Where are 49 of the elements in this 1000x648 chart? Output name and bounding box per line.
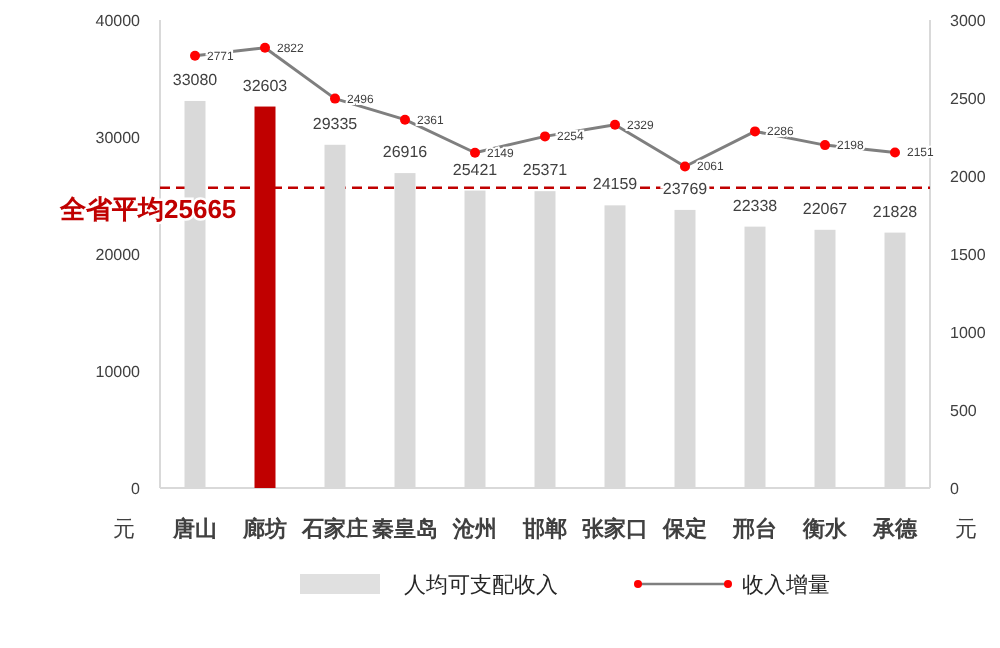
data-label: 23769: [662, 179, 709, 198]
y2-tick-label: 0: [950, 480, 960, 498]
legend-label: 收入增量: [742, 572, 830, 598]
point: [190, 50, 200, 61]
point: [260, 42, 270, 53]
point: [610, 119, 620, 130]
x-tick-label: 衡水: [801, 516, 849, 542]
x-tick-label: 张家口: [582, 516, 648, 542]
x-tick-label: 秦皇岛: [372, 516, 438, 542]
point: [470, 147, 480, 158]
data-label: 25371: [522, 161, 569, 180]
x-tick-label: 邢台: [731, 516, 777, 542]
ref-line-label: 全省平均25665: [58, 193, 237, 224]
y2-tick-label: 500: [950, 402, 978, 420]
data-label: 22067: [802, 199, 849, 218]
x-tick-label: 石家庄: [300, 516, 368, 542]
point: [750, 126, 760, 137]
x-tick-label: 保定: [661, 516, 707, 542]
x-tick-label: 沧州: [451, 516, 497, 542]
data-label: 33080: [172, 70, 219, 89]
y-tick-label: 0: [131, 480, 142, 498]
data-label: 32603: [242, 76, 289, 95]
y2-tick-label: 2000: [950, 168, 987, 186]
data-label: 25421: [452, 160, 499, 179]
point: [540, 131, 550, 142]
x-tick-label: 邯郸: [521, 516, 567, 542]
y2-tick-label: 1000: [950, 324, 987, 342]
y-tick-label: 20000: [95, 246, 142, 264]
x-tick-label: 唐山: [171, 516, 217, 542]
x-tick-label: 廊坊: [241, 516, 287, 542]
legend-label: 人均可支配收入: [404, 572, 558, 598]
point: [400, 114, 410, 125]
point: [820, 140, 830, 151]
y-tick-label: 30000: [95, 129, 142, 147]
y-tick-label: 10000: [95, 363, 142, 381]
data-label: 22338: [732, 196, 779, 215]
y2-tick-label: 2500: [950, 90, 987, 108]
point: [890, 147, 900, 158]
point: [680, 161, 690, 172]
y-axis-title: 元: [113, 518, 135, 542]
y2-tick-label: 1500: [950, 246, 987, 264]
x-tick-label: 承德: [871, 516, 919, 542]
data-label: 26916: [382, 143, 429, 162]
data-label: 21828: [872, 202, 919, 221]
data-label: 29335: [312, 114, 359, 133]
point: [330, 93, 340, 104]
y2-tick-label: 3000: [950, 12, 987, 30]
y-tick-label: 40000: [95, 12, 142, 30]
y2-axis-title: 元: [955, 518, 977, 542]
